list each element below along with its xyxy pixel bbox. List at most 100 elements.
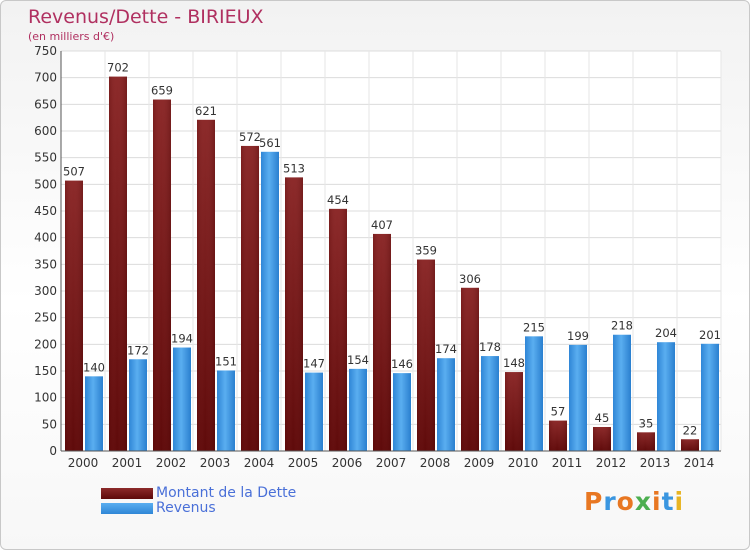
legend-item-revenus: Revenus xyxy=(101,501,296,516)
logo-letter: x xyxy=(634,487,652,516)
data-label-revenus-2004: 561 xyxy=(259,136,281,150)
proxiti-logo: Proxiti xyxy=(584,487,684,516)
logo-letter: P xyxy=(584,487,604,516)
y-tick-label: 150 xyxy=(34,364,57,378)
x-tick-label-2007: 2007 xyxy=(376,456,407,470)
bar-dette-shade-2013 xyxy=(637,432,655,451)
bar-revenus-2008 xyxy=(437,358,455,451)
y-tick-label: 500 xyxy=(34,177,57,191)
bar-revenus-2013 xyxy=(657,342,675,451)
data-label-revenus-2007: 146 xyxy=(391,357,413,371)
y-tick-label: 0 xyxy=(49,444,57,458)
y-tick-label: 100 xyxy=(34,391,57,405)
bar-revenus-2014 xyxy=(701,343,719,451)
data-label-revenus-2003: 151 xyxy=(215,354,237,368)
y-tick-label: 700 xyxy=(34,71,57,85)
data-label-dette-2010: 148 xyxy=(503,356,525,370)
x-tick-label-2008: 2008 xyxy=(420,456,451,470)
legend-label-dette: Montant de la Dette xyxy=(156,485,297,501)
data-label-dette-2011: 57 xyxy=(551,405,566,419)
bar-revenus-2005 xyxy=(305,372,323,451)
bar-dette-shade-2012 xyxy=(593,427,611,451)
bar-revenus-2002 xyxy=(173,347,191,451)
data-label-revenus-2009: 178 xyxy=(479,340,501,354)
data-label-revenus-2008: 174 xyxy=(435,342,457,356)
bar-dette-shade-2011 xyxy=(549,420,567,451)
data-label-revenus-2013: 204 xyxy=(655,326,677,340)
x-tick-label-2001: 2001 xyxy=(112,456,143,470)
x-tick-label-2005: 2005 xyxy=(288,456,319,470)
y-tick-label: 450 xyxy=(34,204,57,218)
data-label-dette-2013: 35 xyxy=(639,416,654,430)
data-label-revenus-2005: 147 xyxy=(303,357,325,371)
y-tick-label: 200 xyxy=(34,337,57,351)
x-tick-label-2013: 2013 xyxy=(640,456,671,470)
x-tick-label-2012: 2012 xyxy=(596,456,627,470)
bar-dette-shade-2002 xyxy=(153,99,171,452)
data-label-revenus-2011: 199 xyxy=(567,329,589,343)
y-tick-label: 600 xyxy=(34,124,57,138)
bar-revenus-2012 xyxy=(613,334,631,451)
chart-title: Revenus/Dette - BIRIEUX xyxy=(28,6,264,28)
bar-dette-shade-2005 xyxy=(285,177,303,451)
y-tick-label: 350 xyxy=(34,257,57,271)
x-tick-label-2011: 2011 xyxy=(552,456,583,470)
data-label-revenus-2006: 154 xyxy=(347,353,369,367)
logo-letter: o xyxy=(616,487,635,516)
y-tick-label: 550 xyxy=(34,151,57,165)
bar-dette-shade-2004 xyxy=(241,145,259,451)
logo-letter: i xyxy=(674,487,685,516)
bar-dette-shade-2003 xyxy=(197,119,215,452)
bar-dette-shade-2007 xyxy=(373,233,391,451)
bar-revenus-2010 xyxy=(525,336,543,451)
data-label-revenus-2012: 218 xyxy=(611,319,633,333)
logo-letter: i xyxy=(652,487,662,516)
data-label-dette-2002: 659 xyxy=(151,84,173,98)
bar-dette-shade-2009 xyxy=(461,287,479,451)
x-tick-label-2004: 2004 xyxy=(244,456,275,470)
data-label-revenus-2010: 215 xyxy=(523,320,545,334)
data-label-revenus-2001: 172 xyxy=(127,343,149,357)
data-label-revenus-2014: 201 xyxy=(699,328,721,342)
x-tick-label-2006: 2006 xyxy=(332,456,363,470)
bar-revenus-2009 xyxy=(481,356,499,451)
data-label-dette-2005: 513 xyxy=(283,161,305,175)
bar-revenus-2001 xyxy=(129,359,147,451)
y-tick-label: 300 xyxy=(34,284,57,298)
legend-label-revenus: Revenus xyxy=(156,500,216,516)
bar-revenus-2007 xyxy=(393,373,411,451)
bar-revenus-2003 xyxy=(217,370,235,451)
y-tick-label: 250 xyxy=(34,311,57,325)
bar-dette-shade-2014 xyxy=(681,439,699,451)
y-tick-label: 650 xyxy=(34,97,57,111)
data-label-dette-2001: 702 xyxy=(107,61,129,75)
legend-item-dette: Montant de la Dette xyxy=(101,486,296,501)
bar-revenus-2006 xyxy=(349,368,367,451)
bar-revenus-2004 xyxy=(261,151,279,452)
data-label-dette-2004: 572 xyxy=(239,130,261,144)
x-tick-label-2014: 2014 xyxy=(684,456,715,470)
data-label-dette-2012: 45 xyxy=(595,411,610,425)
bar-revenus-2000 xyxy=(85,376,103,451)
bar-revenus-2011 xyxy=(569,344,587,451)
legend-swatch-dette xyxy=(101,488,153,499)
data-label-dette-2008: 359 xyxy=(415,244,437,258)
legend: Montant de la Dette Revenus xyxy=(101,486,296,516)
bar-dette-shade-2006 xyxy=(329,208,347,451)
data-label-dette-2003: 621 xyxy=(195,104,217,118)
logo-letter: t xyxy=(661,487,675,516)
x-tick-label-2000: 2000 xyxy=(68,456,99,470)
data-label-dette-2014: 22 xyxy=(683,423,698,437)
data-label-dette-2007: 407 xyxy=(371,218,393,232)
data-label-revenus-2000: 140 xyxy=(83,360,105,374)
chart-subtitle: (en milliers d'€) xyxy=(28,30,115,43)
x-tick-label-2002: 2002 xyxy=(156,456,187,470)
logo-letter: r xyxy=(603,487,617,516)
bar-dette-shade-2008 xyxy=(417,259,435,451)
x-tick-label-2010: 2010 xyxy=(508,456,539,470)
bar-dette-shade-2001 xyxy=(109,76,127,451)
data-label-dette-2009: 306 xyxy=(459,272,481,286)
y-tick-label: 400 xyxy=(34,231,57,245)
